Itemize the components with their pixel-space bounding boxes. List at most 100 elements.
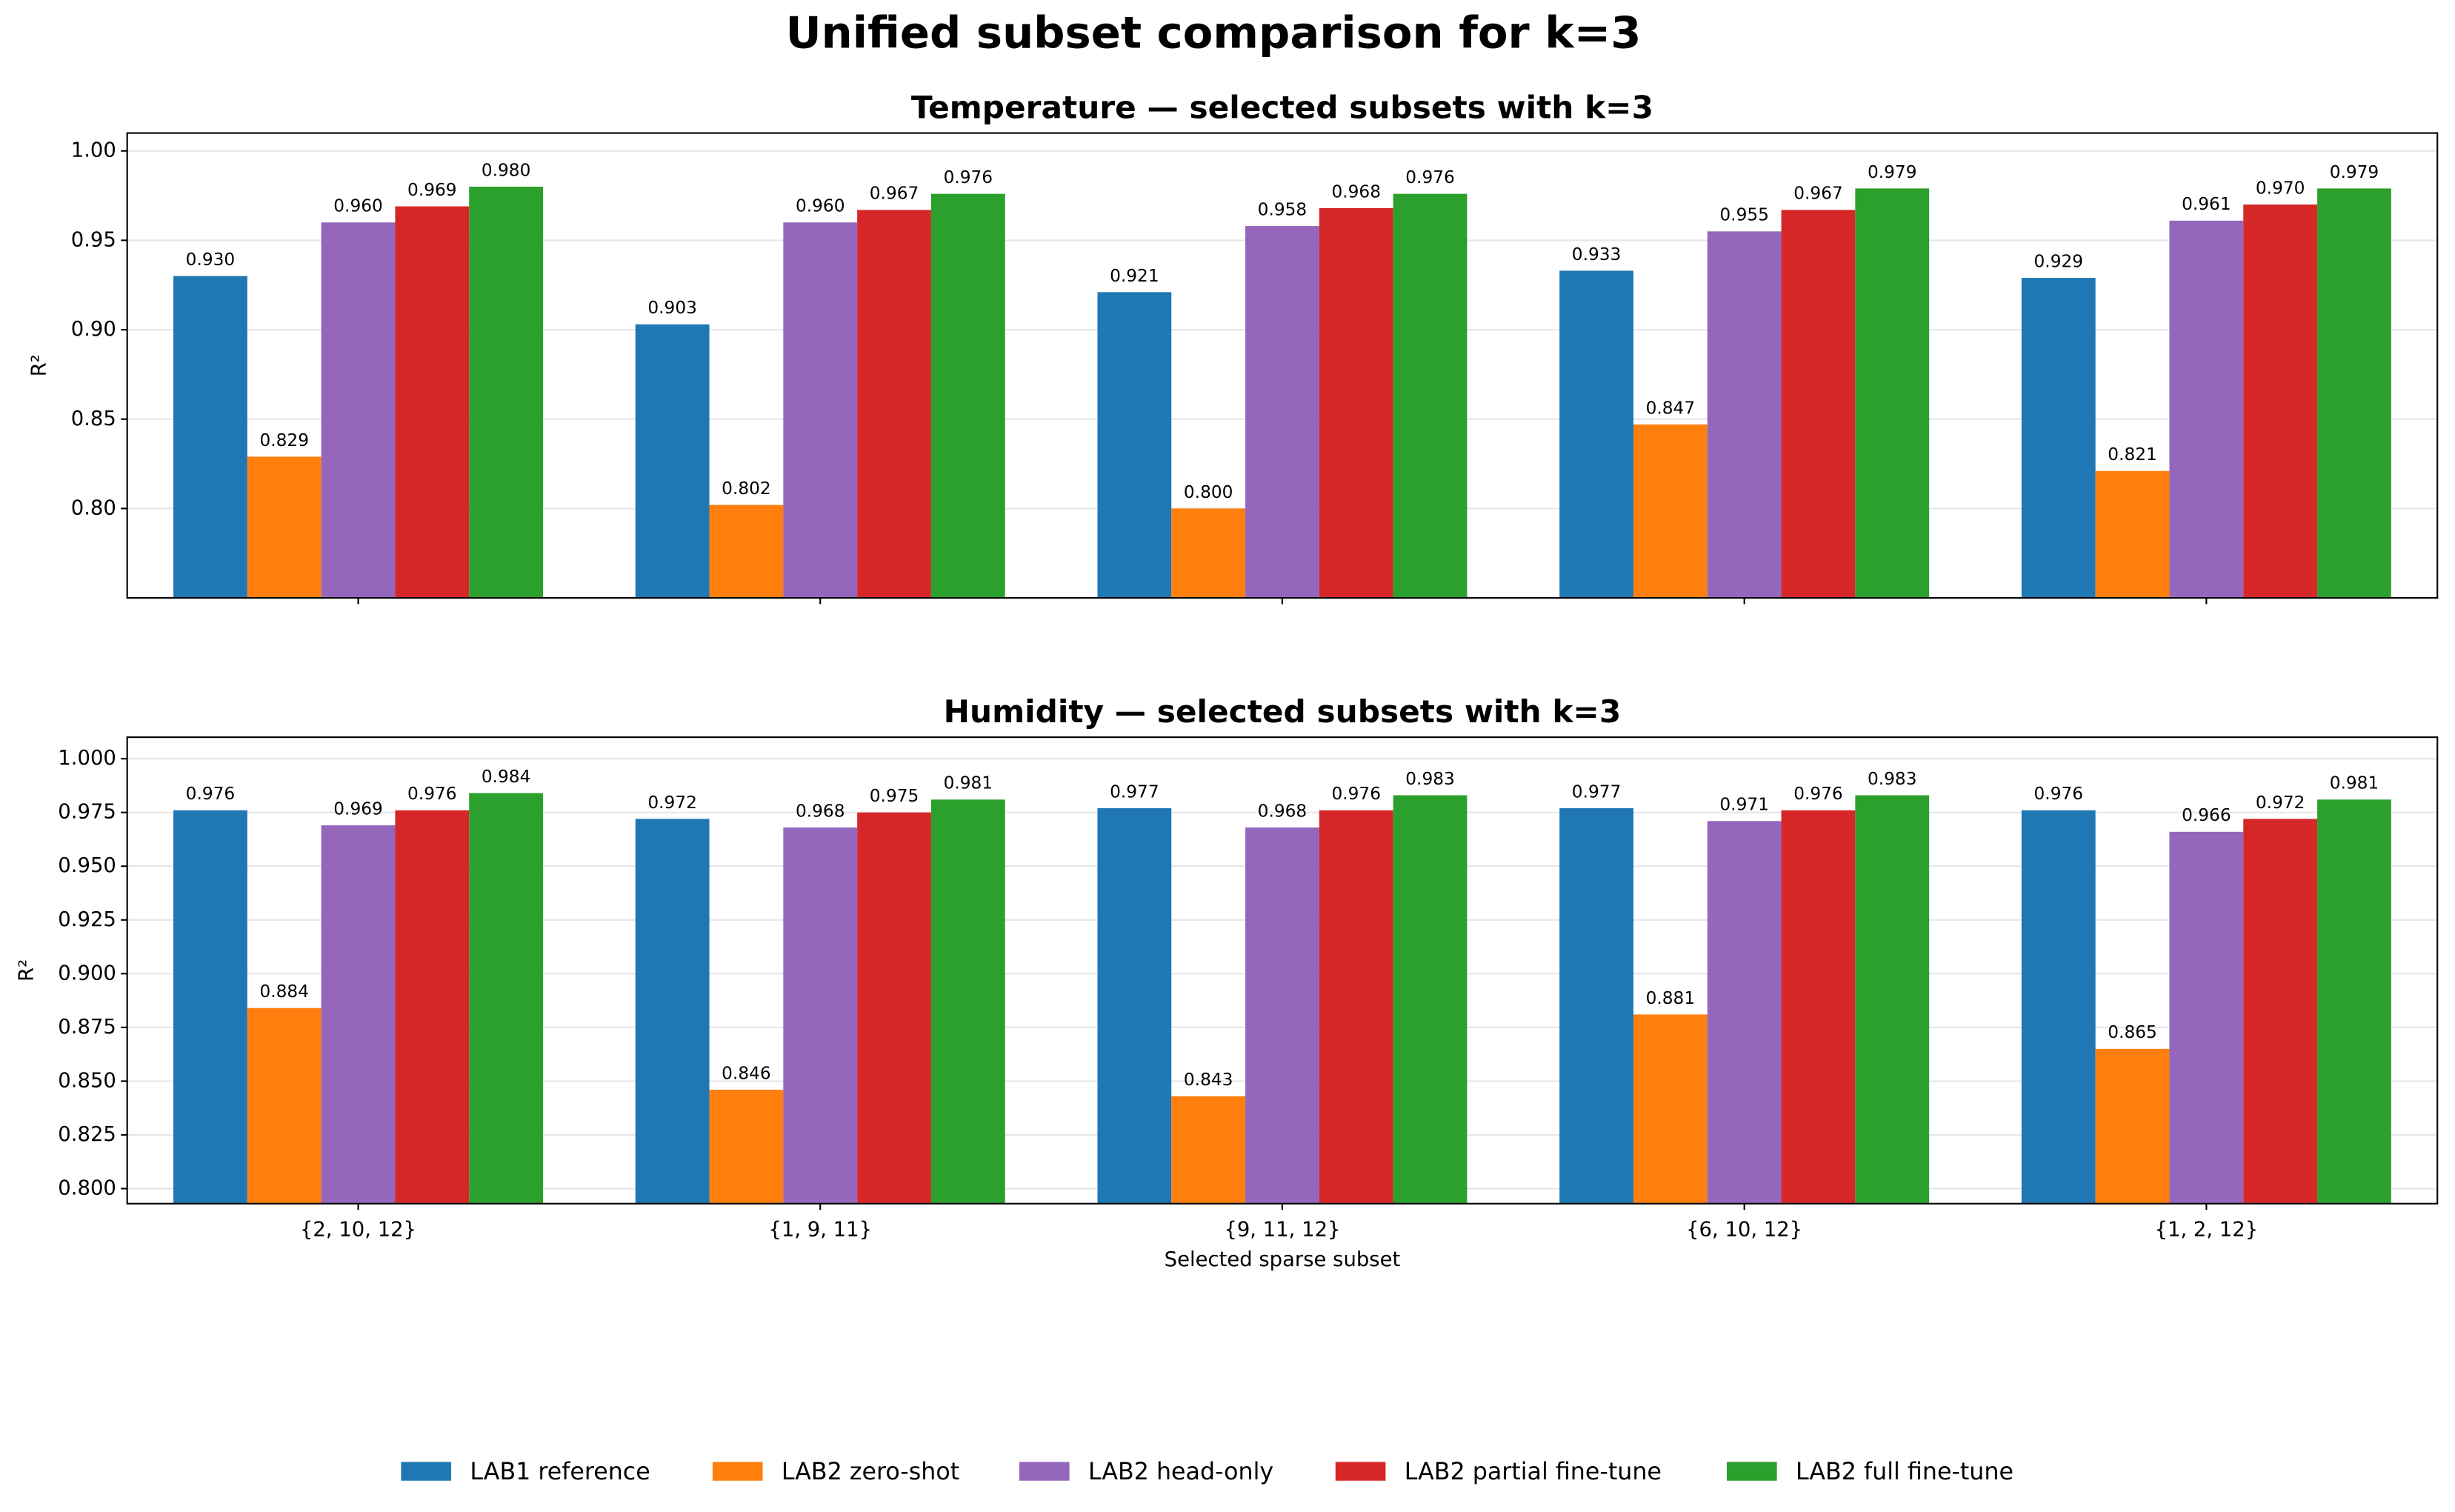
bar: [1781, 810, 1856, 1204]
data-label: 0.976: [407, 784, 457, 804]
y-tick-label: 0.800: [58, 1176, 116, 1199]
data-label: 0.984: [482, 767, 531, 787]
data-label: 0.976: [944, 167, 993, 187]
data-label: 0.865: [2108, 1022, 2157, 1042]
data-label: 0.976: [186, 784, 236, 804]
legend-swatch: [1335, 1462, 1386, 1481]
y-tick-label: 1.000: [58, 747, 116, 770]
data-label: 0.960: [333, 196, 383, 216]
bar: [1245, 827, 1319, 1204]
bar: [2317, 188, 2391, 599]
data-label: 0.972: [647, 793, 697, 813]
bar: [321, 222, 396, 599]
bar: [1319, 207, 1393, 599]
x-tick-label: {6, 10, 12}: [1686, 1219, 1802, 1242]
data-label: 0.903: [647, 298, 697, 318]
data-label: 0.930: [186, 250, 236, 270]
data-label: 0.847: [1646, 398, 1696, 418]
bar: [173, 276, 247, 599]
data-label: 0.979: [2330, 162, 2379, 182]
bar: [635, 324, 710, 599]
data-label: 0.968: [1258, 801, 1308, 821]
x-axis-label: Selected sparse subset: [1165, 1248, 1401, 1271]
bar: [1245, 226, 1319, 599]
y-tick-label: 0.950: [58, 854, 116, 877]
data-label: 0.967: [870, 184, 919, 204]
bar: [2243, 204, 2318, 599]
x-tick-label: {2, 10, 12}: [300, 1219, 416, 1242]
bar: [2095, 1048, 2170, 1204]
bar: [395, 810, 470, 1204]
legend-label: LAB2 head-only: [1088, 1459, 1273, 1485]
bar: [1855, 795, 1930, 1204]
data-label: 0.976: [1793, 784, 1843, 804]
y-tick-label: 0.900: [58, 962, 116, 985]
x-tick-label: {1, 9, 11}: [768, 1219, 872, 1242]
legend-label: LAB2 full fine-tune: [1796, 1459, 2013, 1485]
y-tick-label: 0.80: [71, 496, 116, 519]
data-label: 0.976: [2034, 784, 2084, 804]
data-label: 0.977: [1572, 782, 1622, 802]
bar: [2021, 278, 2096, 599]
data-label: 0.968: [796, 801, 845, 821]
data-label: 0.921: [1110, 266, 1159, 286]
bar: [2317, 799, 2391, 1204]
bar: [1319, 810, 1393, 1204]
axes-title: Humidity — selected subsets with k=3: [944, 693, 1622, 730]
axes-frame: [126, 132, 2439, 599]
y-tick-label: 0.925: [58, 908, 116, 931]
bar: [1707, 231, 1782, 599]
bar: [2095, 470, 2170, 599]
bar: [783, 827, 858, 1204]
y-tick-label: 0.850: [58, 1069, 116, 1092]
bar: [1393, 193, 1468, 599]
x-tick-label: {9, 11, 12}: [1224, 1219, 1340, 1242]
data-label: 0.967: [1793, 184, 1843, 204]
data-label: 0.983: [1868, 769, 1917, 789]
data-label: 0.970: [2256, 179, 2305, 199]
legend-label: LAB2 zero-shot: [782, 1459, 959, 1485]
data-label: 0.929: [2034, 251, 2084, 271]
bar: [857, 210, 931, 599]
axes-frame: [126, 736, 2439, 1205]
figure-title: Unified subset comparison for k=3: [786, 7, 1642, 59]
legend-swatch: [712, 1462, 763, 1481]
legend-swatch: [1019, 1462, 1070, 1481]
bar: [469, 186, 544, 599]
bar: [2169, 220, 2244, 599]
data-label: 0.846: [722, 1063, 771, 1083]
bar: [635, 819, 710, 1204]
bar: [469, 793, 544, 1204]
data-label: 0.969: [333, 799, 383, 819]
y-tick-label: 1.00: [71, 139, 116, 162]
bar: [1393, 795, 1468, 1204]
axes-title: Temperature — selected subsets with k=3: [911, 89, 1653, 125]
bar: [1633, 424, 1708, 599]
bar: [709, 1089, 784, 1204]
y-tick-label: 0.875: [58, 1016, 116, 1039]
data-label: 0.958: [1258, 199, 1308, 219]
bar: [1097, 292, 1172, 599]
data-label: 0.829: [259, 430, 309, 450]
data-label: 0.966: [2182, 805, 2231, 825]
bar: [1097, 807, 1172, 1204]
bar: [247, 1008, 322, 1204]
data-label: 0.979: [1868, 162, 1917, 182]
legend-label: LAB1 reference: [470, 1459, 650, 1485]
data-label: 0.881: [1646, 988, 1696, 1008]
legend-swatch: [401, 1462, 452, 1481]
bar: [1633, 1014, 1708, 1204]
y-tick-label: 0.95: [71, 228, 116, 251]
data-label: 0.843: [1184, 1070, 1233, 1090]
bar: [2243, 819, 2318, 1204]
bar: [2021, 810, 2096, 1204]
data-label: 0.976: [1405, 167, 1455, 187]
bar: [709, 504, 784, 599]
data-label: 0.972: [2256, 793, 2305, 813]
data-label: 0.800: [1184, 482, 1233, 502]
bar: [1781, 210, 1856, 599]
data-label: 0.884: [259, 982, 309, 1002]
bar: [930, 799, 1005, 1204]
